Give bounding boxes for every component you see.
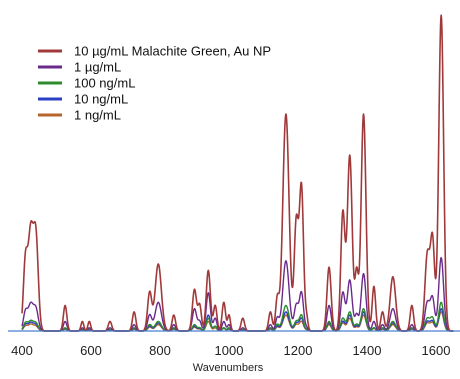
x-tick-label-1200: 1200 xyxy=(284,343,313,358)
legend-label-3: 10 ng/mL xyxy=(74,92,128,107)
x-tick-labels: 400 600 800 1000 1200 1400 1600 xyxy=(11,343,450,358)
legend-label-1: 1 µg/mL xyxy=(74,60,121,75)
x-tick-label-400: 400 xyxy=(11,343,33,358)
legend-label-4: 1 ng/mL xyxy=(74,108,121,123)
x-tick-label-800: 800 xyxy=(149,343,171,358)
x-axis-title: Wavenumbers xyxy=(193,362,264,374)
legend-label-0: 10 µg/mL Malachite Green, Au NP xyxy=(74,44,271,59)
legend-label-2: 100 ng/mL xyxy=(74,76,135,91)
x-tick-label-1000: 1000 xyxy=(215,343,244,358)
x-tick-label-1400: 1400 xyxy=(353,343,382,358)
x-tick-label-600: 600 xyxy=(80,343,102,358)
x-tick-label-1600: 1600 xyxy=(422,343,451,358)
legend: 10 µg/mL Malachite Green, Au NP1 µg/mL10… xyxy=(38,44,271,123)
